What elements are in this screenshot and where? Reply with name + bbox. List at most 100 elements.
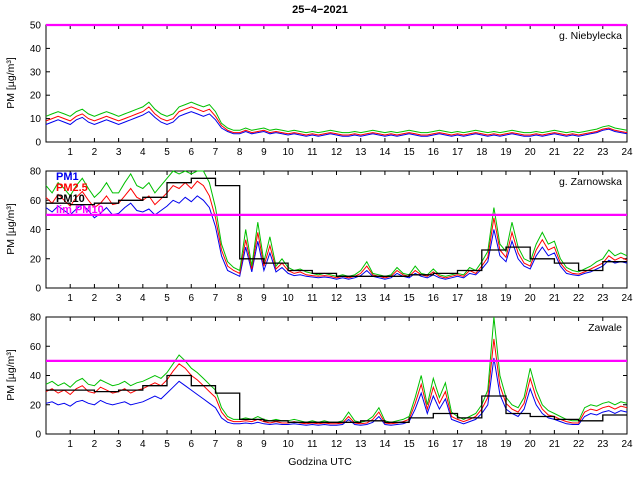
zarnowska-plot: 1 2 3 4 5 6 7 8 9 10 11 12 13 14 15 16 17 18 19 20 21 22 23 240… — [30, 167, 633, 305]
svg-text:8: 8 — [237, 439, 243, 450]
svg-text:22: 22 — [573, 293, 585, 304]
svg-text:11: 11 — [307, 147, 318, 158]
svg-text:80: 80 — [30, 167, 42, 178]
svg-text:1: 1 — [67, 293, 73, 304]
svg-text:3: 3 — [116, 439, 122, 450]
svg-text:40: 40 — [30, 225, 42, 236]
svg-text:1: 1 — [67, 147, 73, 158]
y-axis-label: PM [µg/m³] — [5, 203, 17, 255]
svg-text:30: 30 — [30, 67, 42, 78]
svg-text:15: 15 — [404, 147, 416, 158]
svg-text:20: 20 — [525, 147, 537, 158]
y-axis-label: PM [µg/m³] — [5, 349, 17, 401]
site-label-zawale: Zawale — [588, 322, 622, 334]
site-label-zarnowska: g. Zarnowska — [558, 176, 622, 188]
svg-text:19: 19 — [500, 293, 512, 304]
svg-text:16: 16 — [428, 147, 440, 158]
svg-text:20: 20 — [30, 254, 42, 265]
svg-text:9: 9 — [261, 293, 267, 304]
svg-text:16: 16 — [428, 439, 440, 450]
svg-text:23: 23 — [597, 147, 609, 158]
panel-zarnowska: 1 2 3 4 5 6 7 8 9 10 11 12 13 14 15 16 17 18 19 20 21 22 23 24 0… — [0, 166, 640, 312]
svg-text:50: 50 — [30, 21, 42, 32]
svg-text:11: 11 — [307, 439, 318, 450]
svg-text:20: 20 — [30, 91, 42, 102]
svg-text:18: 18 — [476, 439, 488, 450]
svg-text:6: 6 — [188, 293, 194, 304]
svg-text:19: 19 — [500, 147, 512, 158]
svg-text:80: 80 — [30, 313, 42, 324]
svg-text:0: 0 — [35, 284, 41, 295]
svg-text:16: 16 — [428, 293, 440, 304]
svg-text:2: 2 — [92, 147, 98, 158]
svg-text:60: 60 — [30, 342, 42, 353]
svg-text:11: 11 — [307, 293, 318, 304]
svg-text:9: 9 — [261, 439, 267, 450]
svg-text:24: 24 — [621, 439, 633, 450]
svg-text:2: 2 — [92, 293, 98, 304]
site-label-niebylecka: g. Niebylecka — [558, 30, 622, 42]
svg-text:18: 18 — [476, 147, 488, 158]
svg-text:4: 4 — [140, 147, 146, 158]
svg-text:12: 12 — [331, 147, 343, 158]
panel-niebylecka: 1 2 3 4 5 6 7 8 9 10 11 12 13 14 15 16 17 18 19 20 21 22 23 24 0… — [0, 20, 640, 166]
svg-text:19: 19 — [500, 439, 512, 450]
legend-item-lim-pm10: lim PM10 — [56, 204, 104, 216]
svg-text:7: 7 — [213, 439, 219, 450]
svg-text:5: 5 — [164, 293, 170, 304]
svg-text:6: 6 — [188, 439, 194, 450]
svg-text:8: 8 — [237, 147, 243, 158]
svg-text:20: 20 — [525, 293, 537, 304]
svg-text:6: 6 — [188, 147, 194, 158]
svg-text:20: 20 — [525, 439, 537, 450]
svg-text:13: 13 — [355, 147, 367, 158]
svg-text:21: 21 — [549, 293, 561, 304]
x-axis-label: Godzina UTC — [288, 456, 352, 468]
svg-text:40: 40 — [30, 44, 42, 55]
svg-text:1: 1 — [67, 439, 73, 450]
legend-item-pm25: PM2.5 — [56, 182, 88, 194]
svg-text:4: 4 — [140, 293, 146, 304]
svg-text:7: 7 — [213, 293, 219, 304]
figure-title: 25−4−2021 — [292, 4, 348, 16]
zawale-plot: 1 2 3 4 5 6 7 8 9 10 11 12 13 14 15 16 17 18 19 20 21 22 23 240… — [30, 313, 633, 451]
svg-text:17: 17 — [452, 147, 464, 158]
svg-text:18: 18 — [476, 293, 488, 304]
svg-text:60: 60 — [30, 196, 42, 207]
panel-zawale: 1 2 3 4 5 6 7 8 9 10 11 12 13 14 15 16 17 18 19 20 21 22 23 24 0… — [0, 312, 640, 458]
svg-text:3: 3 — [116, 147, 122, 158]
svg-text:5: 5 — [164, 439, 170, 450]
svg-text:4: 4 — [140, 439, 146, 450]
svg-text:20: 20 — [30, 400, 42, 411]
legend-item-pm10: PM10 — [56, 193, 85, 205]
svg-text:22: 22 — [573, 439, 585, 450]
svg-text:5: 5 — [164, 147, 170, 158]
svg-text:10: 10 — [30, 114, 42, 125]
svg-text:14: 14 — [379, 147, 391, 158]
svg-text:24: 24 — [621, 293, 633, 304]
niebylecka-plot: 1 2 3 4 5 6 7 8 9 10 11 12 13 14 15 16 17 18 19 20 21 22 23 240… — [30, 21, 633, 159]
svg-text:3: 3 — [116, 293, 122, 304]
legend: PM1 PM2.5 PM10 lim PM10 — [56, 172, 104, 216]
svg-text:2: 2 — [92, 439, 98, 450]
svg-text:15: 15 — [404, 439, 416, 450]
svg-text:10: 10 — [283, 439, 295, 450]
svg-text:17: 17 — [452, 439, 464, 450]
svg-text:10: 10 — [283, 147, 295, 158]
svg-text:40: 40 — [30, 371, 42, 382]
svg-text:0: 0 — [35, 430, 41, 441]
svg-text:12: 12 — [331, 293, 343, 304]
svg-text:15: 15 — [404, 293, 416, 304]
svg-text:7: 7 — [213, 147, 219, 158]
svg-text:13: 13 — [355, 439, 367, 450]
svg-text:14: 14 — [379, 439, 391, 450]
svg-text:10: 10 — [283, 293, 295, 304]
svg-text:21: 21 — [549, 439, 561, 450]
svg-text:23: 23 — [597, 293, 609, 304]
svg-text:13: 13 — [355, 293, 367, 304]
svg-text:9: 9 — [261, 147, 267, 158]
svg-text:12: 12 — [331, 439, 343, 450]
y-axis-label: PM [µg/m³] — [5, 57, 17, 109]
svg-text:24: 24 — [621, 147, 633, 158]
